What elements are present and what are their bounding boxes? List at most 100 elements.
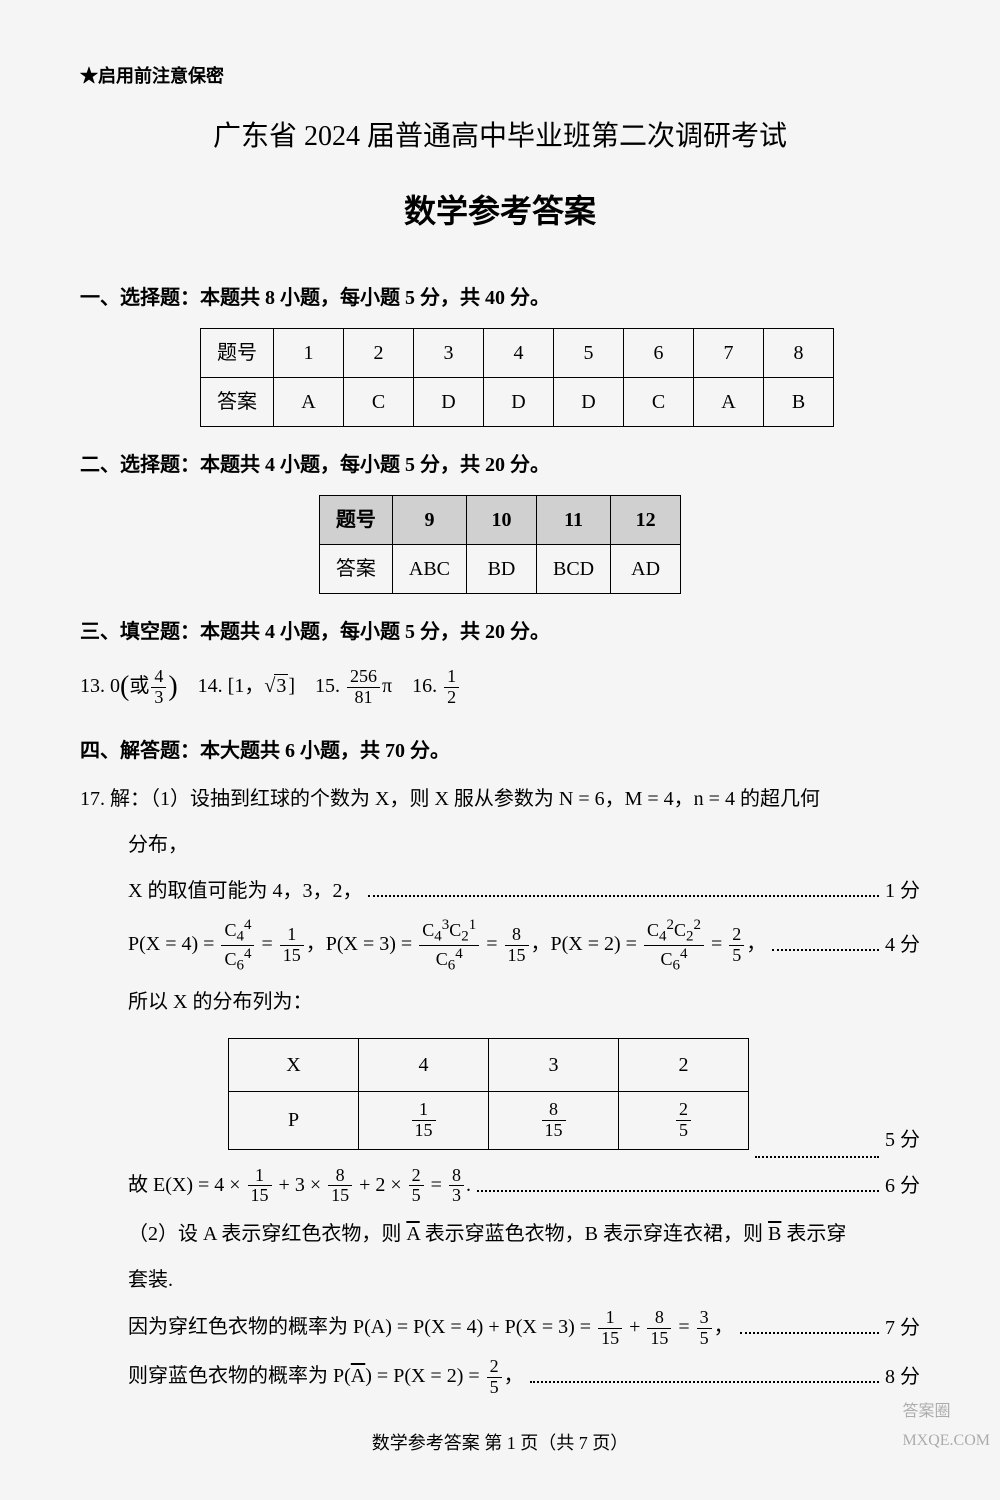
cell: A — [274, 378, 344, 427]
section1-heading: 一、选择题：本题共 8 小题，每小题 5 分，共 40 分。 — [80, 280, 920, 316]
score-1: 1 分 — [885, 873, 920, 909]
cell: 5 — [554, 329, 624, 378]
eq: = — [256, 933, 277, 955]
table-row: 答案 ABC BD BCD AD — [319, 545, 680, 594]
cell: 4 — [359, 1038, 489, 1091]
q13-prefix: 13. 0 — [80, 675, 120, 697]
d: 15 — [412, 1121, 436, 1141]
end: ， — [714, 1316, 734, 1338]
wm1: 答案圈 — [902, 1398, 990, 1427]
cell: 115 — [359, 1091, 489, 1149]
px2-lhs: ，P(X = 2) = — [531, 933, 642, 955]
px3-lhs: ，P(X = 3) = — [306, 933, 417, 955]
dots — [755, 1146, 879, 1158]
frac-den: 2 — [444, 688, 459, 708]
d: 15 — [647, 1329, 671, 1349]
d: 15 — [505, 946, 529, 966]
table-row: P 115 815 25 — [229, 1091, 749, 1149]
n: 2 — [487, 1357, 502, 1378]
section2-table: 题号 9 10 11 12 答案 ABC BD BCD AD — [319, 495, 681, 594]
end: . — [466, 1173, 471, 1195]
wm2: MXQE.COM — [902, 1427, 990, 1456]
cell: 25 — [619, 1091, 749, 1149]
cell: 6 — [624, 329, 694, 378]
d: 5 — [697, 1329, 712, 1349]
cell: 12 — [611, 496, 681, 545]
q17-pa: 因为穿红色衣物的概率为 P(A) = P(X = 4) + P(X = 3) =… — [128, 1308, 734, 1349]
cell: A — [694, 378, 764, 427]
p2l1c: 表示穿 — [781, 1223, 846, 1245]
q13: 13. 0(或43) — [80, 675, 183, 697]
cell: C — [344, 378, 414, 427]
q17-line1b: 分布， — [80, 827, 920, 863]
cell: D — [484, 378, 554, 427]
q17-prob-content: P(X = 4) = C44C64 = 115，P(X = 3) = C43C2… — [128, 917, 766, 974]
cell: AD — [611, 545, 681, 594]
n: 8 — [449, 1166, 464, 1187]
dots — [740, 1322, 879, 1334]
pabar-prefix: 则穿蓝色衣物的概率为 P( — [128, 1365, 351, 1387]
cell: 2 — [344, 329, 414, 378]
d: 15 — [598, 1329, 622, 1349]
d: 15 — [280, 946, 304, 966]
cell: 2 — [619, 1038, 749, 1091]
dots — [530, 1371, 879, 1383]
watermark: 答案圈 MXQE.COM — [902, 1398, 990, 1456]
page-footer: 数学参考答案 第 1 页（共 7 页） — [80, 1427, 920, 1459]
n: 2 — [729, 925, 744, 946]
cell: D — [554, 378, 624, 427]
cell: 9 — [392, 496, 466, 545]
n: 1 — [248, 1166, 272, 1187]
eq: = — [426, 1173, 447, 1195]
cell: 3 — [489, 1038, 619, 1091]
d: 15 — [328, 1186, 352, 1206]
score-5: 5 分 — [885, 1122, 920, 1158]
title-main: 广东省 2024 届普通高中毕业班第二次调研考试 — [80, 112, 920, 162]
n: 1 — [412, 1100, 436, 1121]
cell: 答案 — [201, 378, 274, 427]
q13-or: 或 — [129, 675, 149, 697]
abar: A — [351, 1365, 365, 1387]
m2: + 2 × — [354, 1173, 407, 1195]
cell: P — [229, 1091, 359, 1149]
n: 1 — [598, 1308, 622, 1329]
frac-num: 4 — [151, 667, 166, 688]
q14-sqrt: 3 — [274, 674, 288, 697]
section1-table: 题号 1 2 3 4 5 6 7 8 答案 A C D D D C A B — [200, 328, 834, 427]
q17-dist-label: 所以 X 的分布列为： — [80, 984, 920, 1020]
cell: 题号 — [319, 496, 392, 545]
abar: A — [406, 1223, 419, 1245]
n: 8 — [328, 1166, 352, 1187]
cell: X — [229, 1038, 359, 1091]
cell: 7 — [694, 329, 764, 378]
cell: D — [414, 378, 484, 427]
frac-den: 3 — [151, 688, 166, 708]
table-row: X 4 3 2 — [229, 1038, 749, 1091]
frac-num: 1 — [444, 667, 459, 688]
q17-prob-row: P(X = 4) = C44C64 = 115，P(X = 3) = C43C2… — [80, 917, 920, 974]
n: 1 — [280, 925, 304, 946]
cell: BD — [467, 545, 537, 594]
frac-den: 81 — [347, 688, 380, 708]
cell: 3 — [414, 329, 484, 378]
cell: B — [764, 378, 834, 427]
n: 8 — [542, 1100, 566, 1121]
q17-table-row: X 4 3 2 P 115 815 25 5 分 — [80, 1030, 920, 1158]
q17-ex: 故 E(X) = 4 × 115 + 3 × 815 + 2 × 25 = 83… — [128, 1166, 471, 1207]
n: 2 — [676, 1100, 691, 1121]
pabar-mid: ) = P(X = 2) = — [365, 1365, 484, 1387]
score-6: 6 分 — [885, 1168, 920, 1204]
cell: 815 — [489, 1091, 619, 1149]
table-row: 题号 1 2 3 4 5 6 7 8 — [201, 329, 834, 378]
d: 5 — [676, 1121, 691, 1141]
m1: + 3 × — [274, 1173, 327, 1195]
cell: 11 — [537, 496, 611, 545]
q16-prefix: 16. — [412, 675, 442, 697]
q17-line2: X 的取值可能为 4，3，2， — [128, 873, 362, 909]
p2l1a: （2）设 A 表示穿红色衣物，则 — [128, 1223, 406, 1245]
q17-line2-row: X 的取值可能为 4，3，2， 1 分 — [80, 873, 920, 909]
section2-heading: 二、选择题：本题共 4 小题，每小题 5 分，共 20 分。 — [80, 447, 920, 483]
plus: + — [624, 1316, 645, 1338]
q15-suffix: π — [382, 675, 392, 697]
d: 5 — [409, 1186, 424, 1206]
